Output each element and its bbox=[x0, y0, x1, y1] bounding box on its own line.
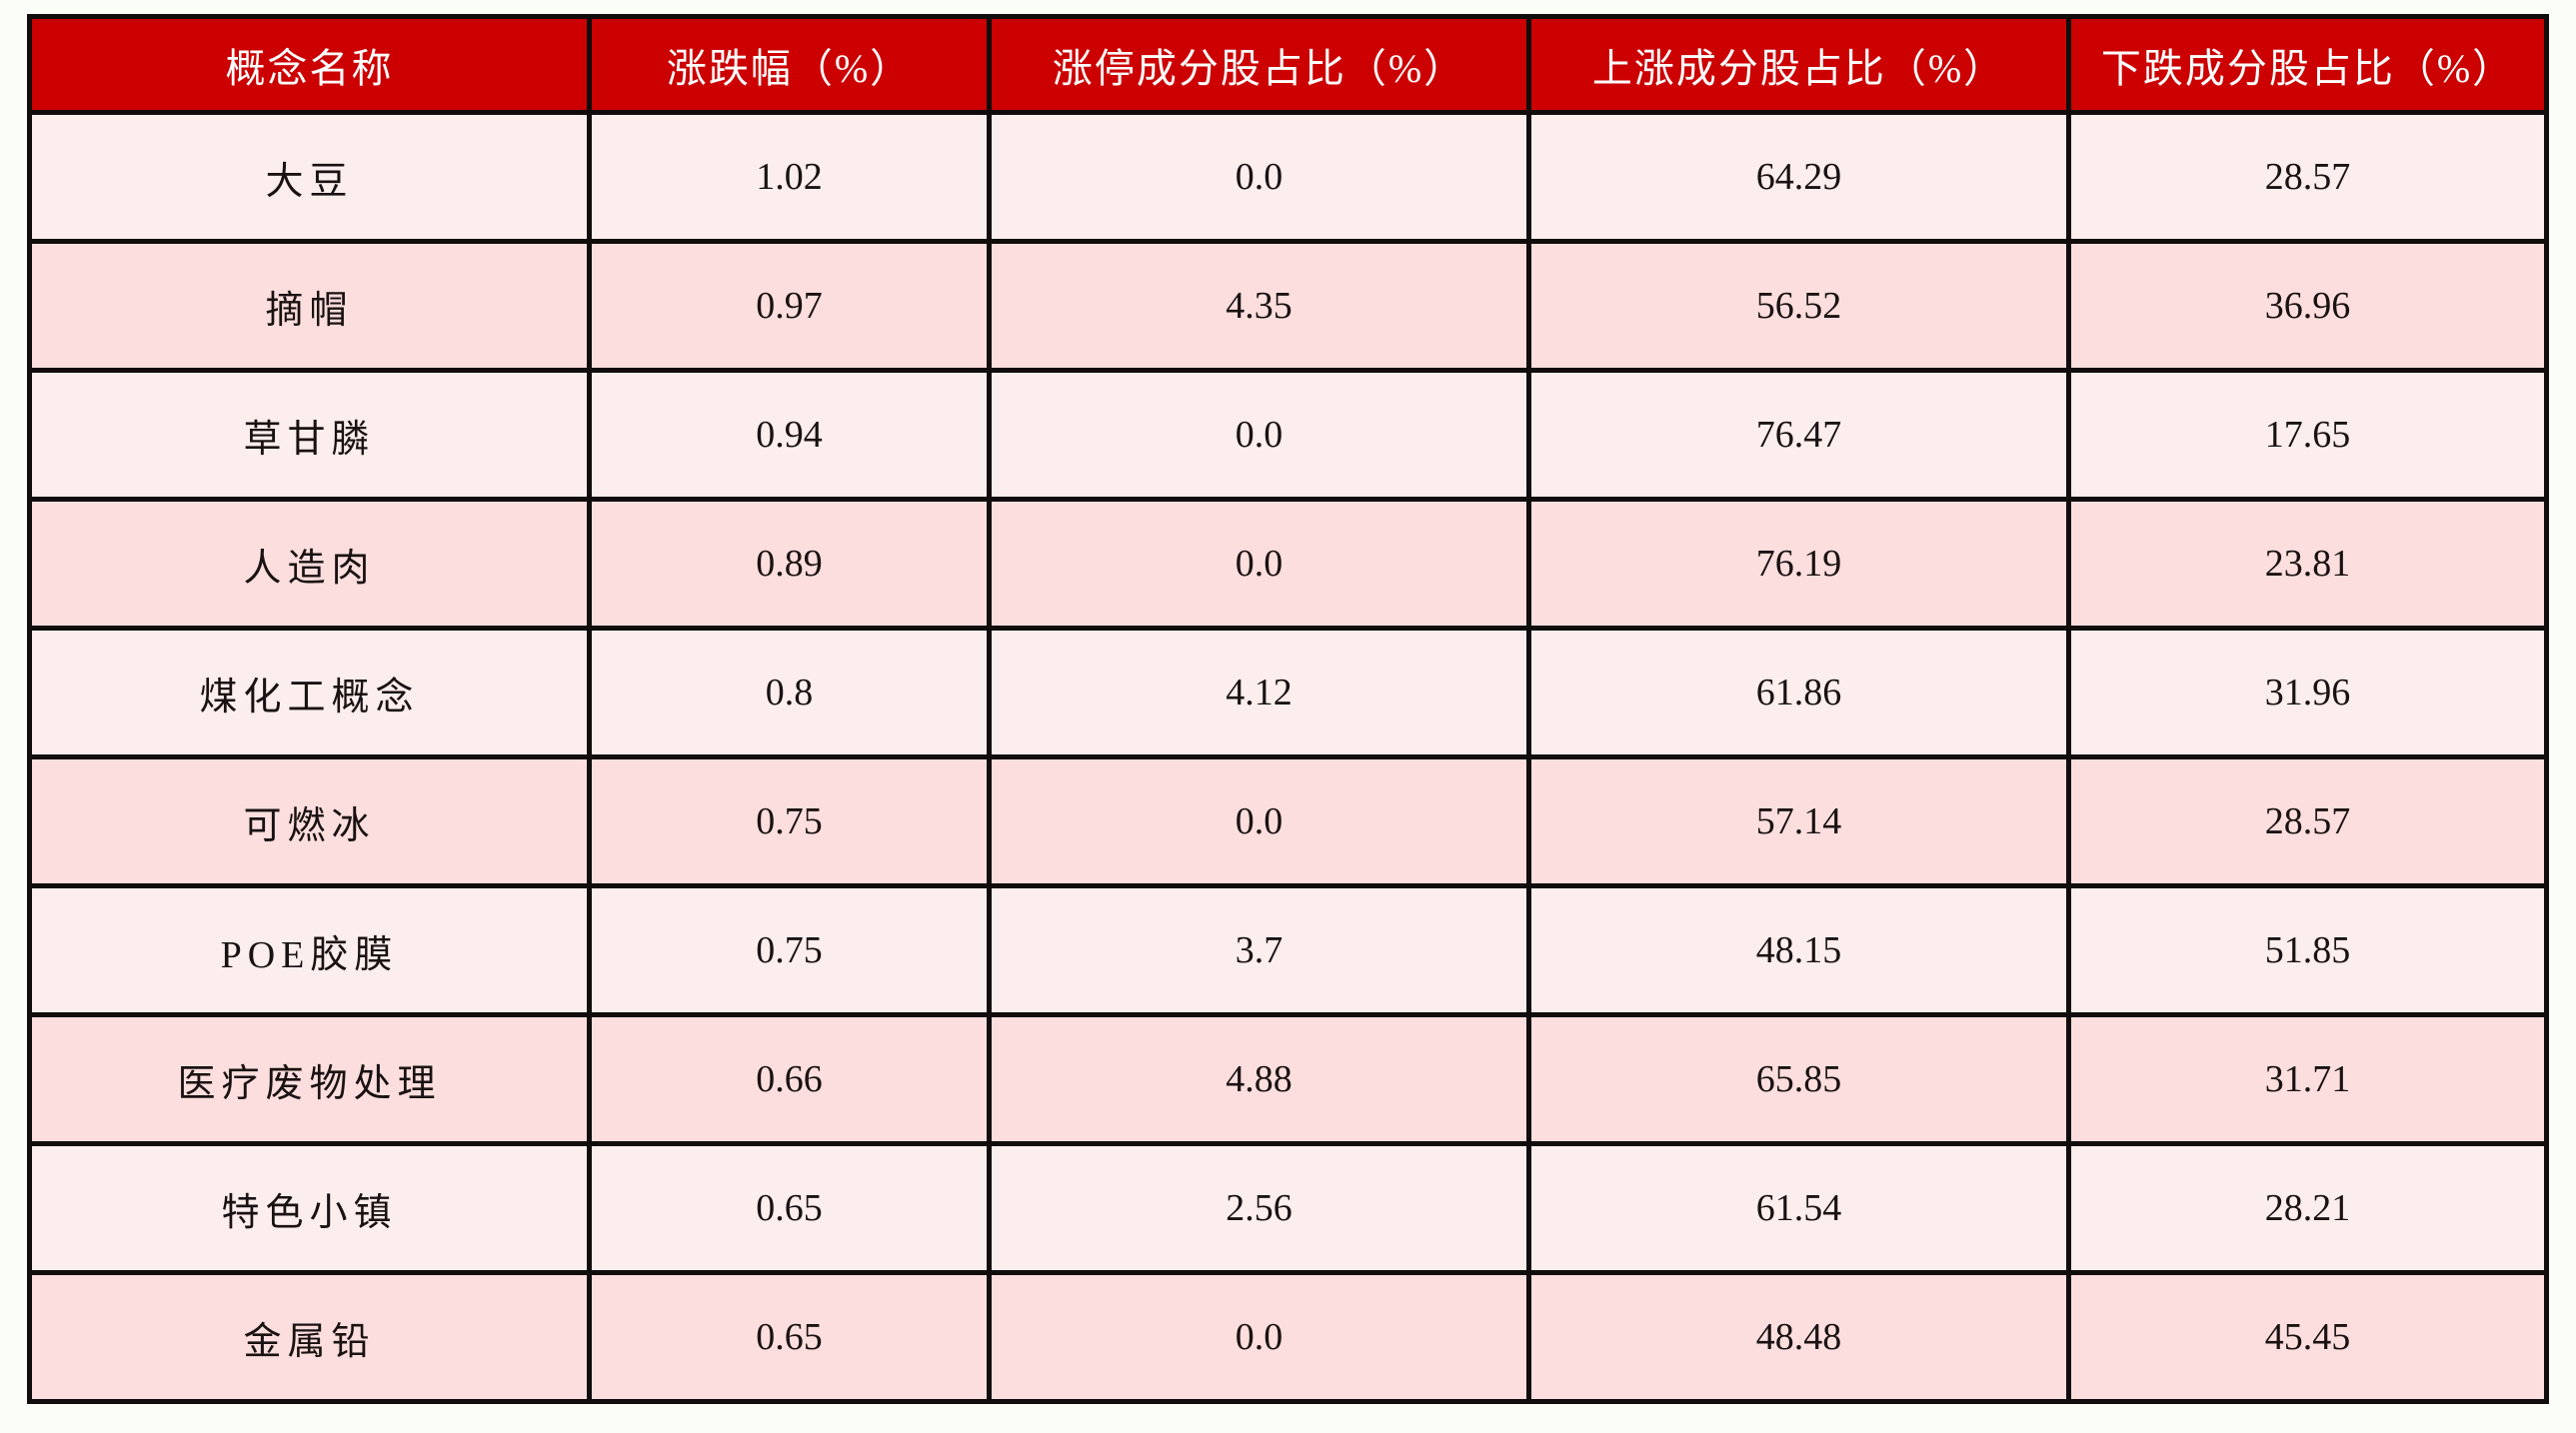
cell-concept-name: 医疗废物处理 bbox=[27, 1012, 592, 1146]
table-row[interactable]: 人造肉 0.89 0.0 76.19 23.81 bbox=[27, 497, 2549, 631]
cell-limitup-ratio: 0.0 bbox=[987, 368, 1531, 502]
cell-down-ratio: 31.96 bbox=[2066, 626, 2549, 759]
cell-limitup-ratio: 0.0 bbox=[987, 497, 1531, 631]
cell-up-ratio: 56.52 bbox=[1526, 239, 2071, 373]
table-row[interactable]: 煤化工概念 0.8 4.12 61.86 31.96 bbox=[27, 626, 2549, 759]
cell-concept-name: 大豆 bbox=[27, 110, 592, 244]
cell-change-pct: 0.65 bbox=[587, 1141, 992, 1275]
cell-change-pct: 1.02 bbox=[587, 110, 992, 244]
table-body: 大豆 1.02 0.0 64.29 28.57 摘帽 0.97 4.35 56.… bbox=[27, 110, 2549, 1404]
cell-change-pct: 0.97 bbox=[587, 239, 992, 373]
cell-down-ratio: 45.45 bbox=[2066, 1270, 2549, 1404]
column-header-limitup-ratio[interactable]: 涨停成分股占比（%） bbox=[987, 14, 1531, 115]
cell-limitup-ratio: 3.7 bbox=[987, 883, 1531, 1017]
cell-up-ratio: 65.85 bbox=[1526, 1012, 2071, 1146]
cell-concept-name: 人造肉 bbox=[27, 497, 592, 631]
table-row[interactable]: 草甘膦 0.94 0.0 76.47 17.65 bbox=[27, 368, 2549, 502]
concept-ranking-table: 概念名称 涨跌幅（%） 涨停成分股占比（%） 上涨成分股占比（%） 下跌成分股占… bbox=[27, 14, 2549, 1404]
cell-limitup-ratio: 4.12 bbox=[987, 626, 1531, 759]
table-row[interactable]: 大豆 1.02 0.0 64.29 28.57 bbox=[27, 110, 2549, 244]
table-header: 概念名称 涨跌幅（%） 涨停成分股占比（%） 上涨成分股占比（%） 下跌成分股占… bbox=[27, 14, 2549, 115]
cell-change-pct: 0.89 bbox=[587, 497, 992, 631]
cell-concept-name: 摘帽 bbox=[27, 239, 592, 373]
cell-down-ratio: 28.21 bbox=[2066, 1141, 2549, 1275]
cell-limitup-ratio: 0.0 bbox=[987, 110, 1531, 244]
cell-down-ratio: 23.81 bbox=[2066, 497, 2549, 631]
table-row[interactable]: 特色小镇 0.65 2.56 61.54 28.21 bbox=[27, 1141, 2549, 1275]
table-row[interactable]: 摘帽 0.97 4.35 56.52 36.96 bbox=[27, 239, 2549, 373]
cell-change-pct: 0.65 bbox=[587, 1270, 992, 1404]
header-row: 概念名称 涨跌幅（%） 涨停成分股占比（%） 上涨成分股占比（%） 下跌成分股占… bbox=[27, 14, 2549, 115]
column-header-up-ratio[interactable]: 上涨成分股占比（%） bbox=[1526, 14, 2071, 115]
cell-limitup-ratio: 4.88 bbox=[987, 1012, 1531, 1146]
cell-concept-name: POE胶膜 bbox=[27, 883, 592, 1017]
column-header-concept-name[interactable]: 概念名称 bbox=[27, 14, 592, 115]
concept-table-container: 概念名称 涨跌幅（%） 涨停成分股占比（%） 上涨成分股占比（%） 下跌成分股占… bbox=[27, 14, 2549, 1404]
cell-change-pct: 0.66 bbox=[587, 1012, 992, 1146]
cell-up-ratio: 48.48 bbox=[1526, 1270, 2071, 1404]
cell-up-ratio: 57.14 bbox=[1526, 754, 2071, 888]
table-row[interactable]: 可燃冰 0.75 0.0 57.14 28.57 bbox=[27, 754, 2549, 888]
table-row[interactable]: POE胶膜 0.75 3.7 48.15 51.85 bbox=[27, 883, 2549, 1017]
table-row[interactable]: 金属铅 0.65 0.0 48.48 45.45 bbox=[27, 1270, 2549, 1404]
cell-up-ratio: 48.15 bbox=[1526, 883, 2071, 1017]
cell-limitup-ratio: 4.35 bbox=[987, 239, 1531, 373]
cell-concept-name: 金属铅 bbox=[27, 1270, 592, 1404]
cell-up-ratio: 61.86 bbox=[1526, 626, 2071, 759]
cell-change-pct: 0.94 bbox=[587, 368, 992, 502]
cell-down-ratio: 36.96 bbox=[2066, 239, 2549, 373]
cell-concept-name: 可燃冰 bbox=[27, 754, 592, 888]
cell-down-ratio: 28.57 bbox=[2066, 110, 2549, 244]
column-header-down-ratio[interactable]: 下跌成分股占比（%） bbox=[2066, 14, 2549, 115]
cell-concept-name: 草甘膦 bbox=[27, 368, 592, 502]
cell-concept-name: 特色小镇 bbox=[27, 1141, 592, 1275]
cell-change-pct: 0.75 bbox=[587, 883, 992, 1017]
column-header-change-pct[interactable]: 涨跌幅（%） bbox=[587, 14, 992, 115]
cell-concept-name: 煤化工概念 bbox=[27, 626, 592, 759]
cell-up-ratio: 61.54 bbox=[1526, 1141, 2071, 1275]
cell-limitup-ratio: 0.0 bbox=[987, 1270, 1531, 1404]
cell-change-pct: 0.8 bbox=[587, 626, 992, 759]
cell-down-ratio: 31.71 bbox=[2066, 1012, 2549, 1146]
cell-down-ratio: 17.65 bbox=[2066, 368, 2549, 502]
cell-up-ratio: 76.47 bbox=[1526, 368, 2071, 502]
cell-down-ratio: 28.57 bbox=[2066, 754, 2549, 888]
cell-up-ratio: 76.19 bbox=[1526, 497, 2071, 631]
cell-limitup-ratio: 2.56 bbox=[987, 1141, 1531, 1275]
cell-change-pct: 0.75 bbox=[587, 754, 992, 888]
cell-down-ratio: 51.85 bbox=[2066, 883, 2549, 1017]
cell-limitup-ratio: 0.0 bbox=[987, 754, 1531, 888]
table-row[interactable]: 医疗废物处理 0.66 4.88 65.85 31.71 bbox=[27, 1012, 2549, 1146]
cell-up-ratio: 64.29 bbox=[1526, 110, 2071, 244]
